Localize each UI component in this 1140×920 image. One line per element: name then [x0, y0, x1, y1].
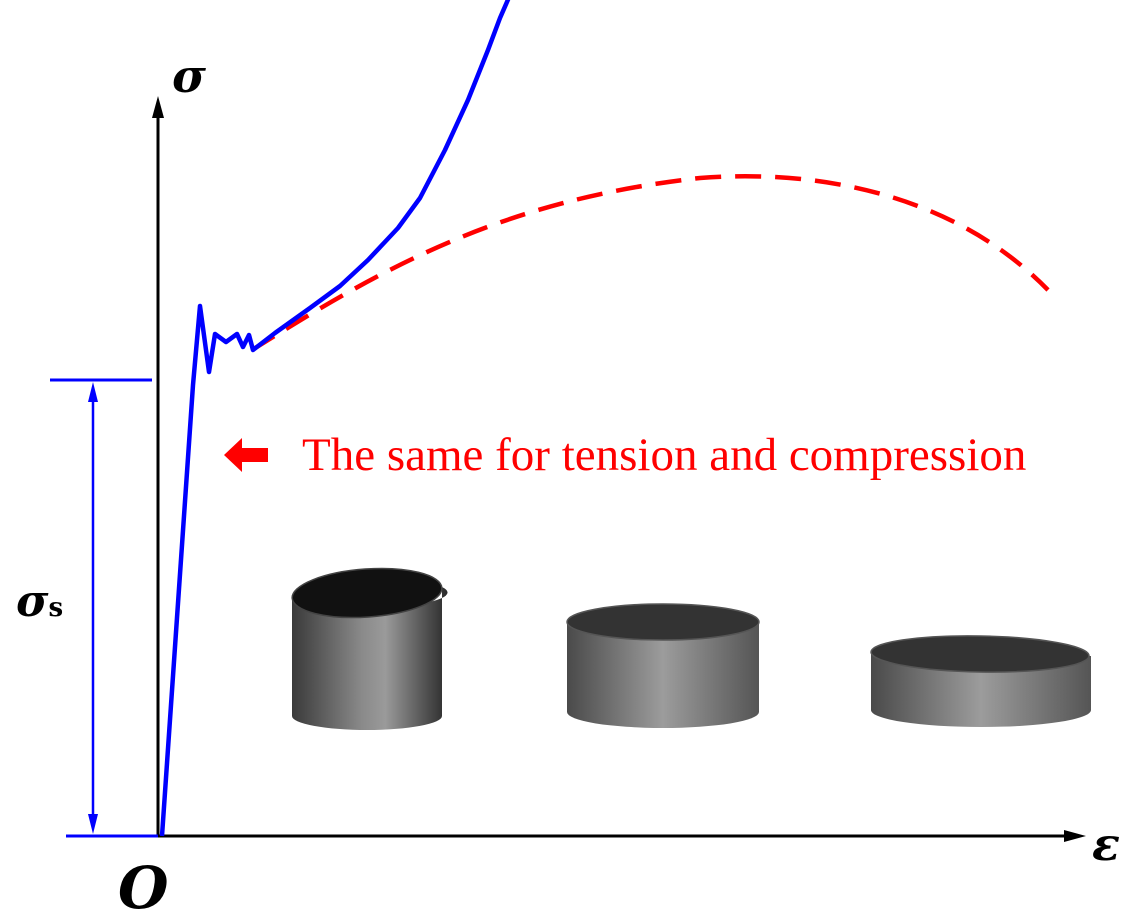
specimen-flat: [870, 635, 1091, 727]
axes: [152, 96, 1086, 842]
annotation-text: The same for tension and compression: [302, 429, 1026, 481]
yield-symbol: σ: [16, 576, 49, 627]
annotation: The same for tension and compression: [224, 429, 1026, 481]
dimension-arrow-top: [88, 382, 98, 402]
dimension-arrow-bottom: [88, 814, 98, 834]
yield-subscript: s: [48, 593, 63, 623]
specimen-tall: [291, 567, 448, 730]
x-axis-arrowhead: [1064, 830, 1086, 842]
compression-curve: [250, 174, 1050, 352]
x-axis-label: ε: [1092, 817, 1120, 871]
y-axis-label: σ: [172, 49, 206, 103]
yield-stress-label: σs: [16, 576, 63, 627]
yield-dimension: σs: [14, 378, 158, 838]
tension-curve: [159, 0, 511, 837]
left-arrow-icon: [224, 438, 268, 472]
origin-label: O: [118, 854, 169, 920]
y-axis-arrowhead: [152, 96, 164, 118]
specimen-medium: [566, 603, 760, 728]
